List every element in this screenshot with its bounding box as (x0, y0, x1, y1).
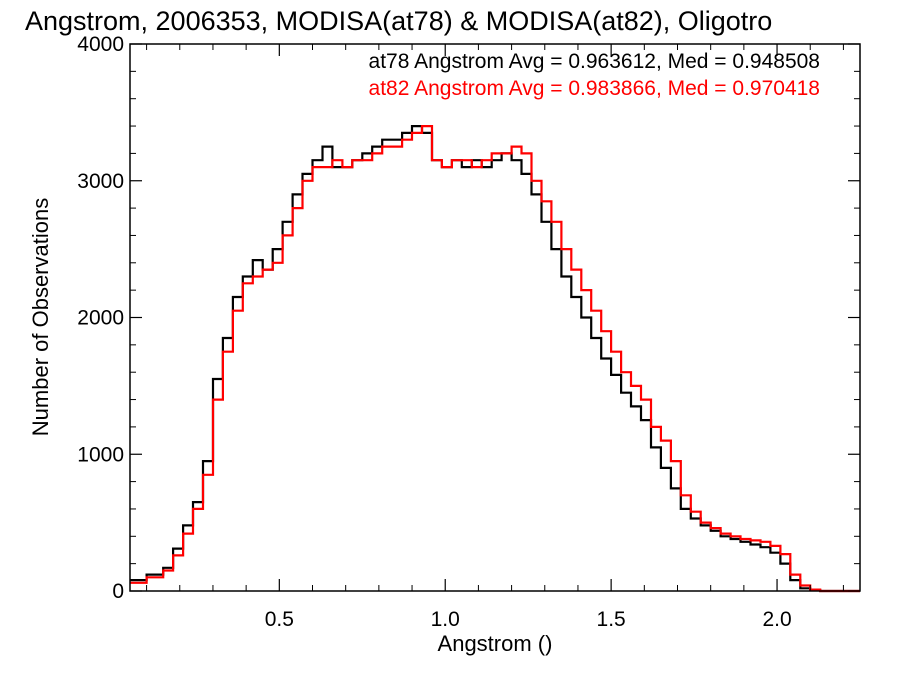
legend-at78: at78 Angstrom Avg = 0.963612, Med = 0.94… (369, 50, 820, 73)
y-tick-label: 0 (112, 580, 124, 603)
y-axis-label: Number of Observations (28, 198, 53, 436)
plot-frame (129, 43, 861, 592)
series-line-at82 (130, 125, 860, 593)
y-tick-label: 2000 (77, 307, 124, 330)
x-tick-label: 0.5 (265, 608, 294, 631)
y-tick-label: 4000 (77, 33, 124, 56)
series-line-at78 (130, 125, 860, 593)
x-axis-label: Angstrom () (438, 631, 553, 656)
axis-ticks: 0.5 1.0 1.5 2.0 0 1000 2000 3000 4000 (77, 33, 860, 631)
legend-at82: at82 Angstrom Avg = 0.983866, Med = 0.97… (369, 77, 820, 100)
y-tick-label: 3000 (77, 170, 124, 193)
x-tick-label: 1.0 (431, 608, 460, 631)
y-tick-label: 1000 (77, 443, 124, 466)
x-tick-label: 1.5 (597, 608, 626, 631)
x-tick-label: 2.0 (762, 608, 791, 631)
chart-title: Angstrom, 2006353, MODISA(at78) & MODISA… (25, 6, 772, 36)
plot-area (130, 125, 860, 593)
